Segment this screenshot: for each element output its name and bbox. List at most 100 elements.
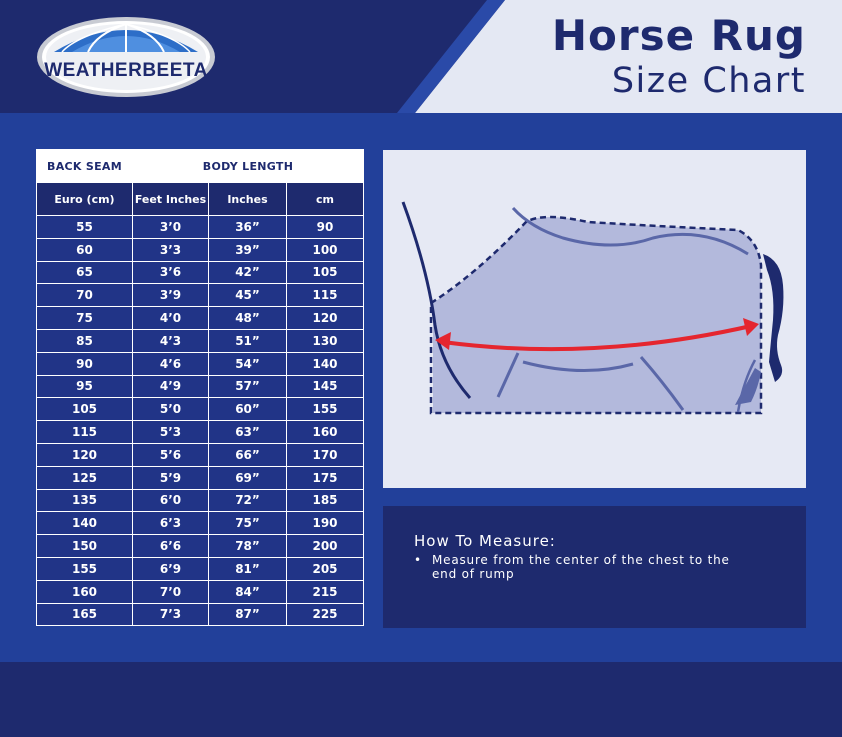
table-row: 55 3’0 36” 90 bbox=[36, 215, 365, 239]
table-cell: 36” bbox=[208, 215, 287, 239]
table-cell: 5’6 bbox=[132, 442, 209, 467]
table-cell: 42” bbox=[208, 260, 287, 285]
table-row: 150 6’6 78” 200 bbox=[36, 534, 365, 558]
table-cell: 5’9 bbox=[132, 465, 209, 490]
table-cell: 60 bbox=[36, 237, 133, 262]
table-cell: 6’6 bbox=[132, 534, 209, 558]
table-cell: 6’3 bbox=[132, 511, 209, 536]
table-cell: 75 bbox=[36, 306, 133, 330]
table-cell: 85 bbox=[36, 328, 133, 353]
table-cell: 125 bbox=[36, 465, 133, 490]
table-cell: 4’6 bbox=[132, 351, 209, 376]
table-cell: 140 bbox=[285, 351, 365, 376]
table-cell: 6’9 bbox=[132, 556, 209, 581]
footer-band bbox=[0, 662, 842, 737]
page-title: Horse Rug bbox=[551, 11, 806, 60]
table-cell: 45” bbox=[208, 283, 287, 308]
table-cell: 3’9 bbox=[132, 283, 209, 308]
table-cell: 90 bbox=[36, 351, 133, 376]
table-cell: 160 bbox=[285, 420, 365, 444]
horse-rug-illustration bbox=[401, 201, 784, 415]
column-header-inches: Inches bbox=[208, 182, 287, 216]
table-cell: 205 bbox=[285, 556, 365, 581]
table-row: 120 5’6 66” 170 bbox=[36, 442, 365, 467]
logo-umbrella-icon bbox=[37, 17, 215, 97]
bullet-icon: • bbox=[414, 553, 422, 567]
table-cell: 130 bbox=[285, 328, 365, 353]
table-cell: 5’3 bbox=[132, 420, 209, 444]
table-cell: 69” bbox=[208, 465, 287, 490]
table-cell: 4’9 bbox=[132, 374, 209, 399]
column-header-cm: cm bbox=[285, 182, 365, 216]
table-cell: 6’0 bbox=[132, 488, 209, 513]
column-header-feet-inches: Feet Inches bbox=[132, 182, 209, 216]
table-cell: 7’0 bbox=[132, 579, 209, 604]
table-cell: 84” bbox=[208, 579, 287, 604]
table-row: 165 7’3 87” 225 bbox=[36, 602, 365, 627]
horse-tail bbox=[763, 254, 784, 382]
table-cell: 120 bbox=[36, 442, 133, 467]
table-cell: 115 bbox=[285, 283, 365, 308]
table-cell: 39” bbox=[208, 237, 287, 262]
table-cell: 165 bbox=[36, 602, 133, 627]
table-cell: 120 bbox=[285, 306, 365, 330]
table-cell: 190 bbox=[285, 511, 365, 536]
table-cell: 4’0 bbox=[132, 306, 209, 330]
table-cell: 72” bbox=[208, 488, 287, 513]
table-cell: 81” bbox=[208, 556, 287, 581]
table-cell: 200 bbox=[285, 534, 365, 558]
table-row: 140 6’3 75” 190 bbox=[36, 511, 365, 536]
table-group-header-row: BACK SEAM BODY LENGTH bbox=[36, 149, 365, 183]
table-cell: 90 bbox=[285, 215, 365, 239]
measure-instruction-text: Measure from the center of the chest to … bbox=[432, 553, 730, 581]
how-to-measure-panel: How To Measure: • Measure from the cente… bbox=[383, 506, 806, 628]
table-cell: 155 bbox=[36, 556, 133, 581]
table-cell: 63” bbox=[208, 420, 287, 444]
arrow-head-right bbox=[743, 318, 759, 336]
table-row: 95 4’9 57” 145 bbox=[36, 374, 365, 399]
horse-chest-line bbox=[401, 201, 472, 399]
table-cell: 66” bbox=[208, 442, 287, 467]
table-row: 155 6’9 81” 205 bbox=[36, 556, 365, 581]
table-cell: 60” bbox=[208, 397, 287, 422]
table-cell: 3’0 bbox=[132, 215, 209, 239]
table-row: 70 3’9 45” 115 bbox=[36, 283, 365, 308]
arrow-head-left bbox=[435, 332, 451, 350]
table-row: 65 3’6 42” 105 bbox=[36, 260, 365, 285]
body-length-header: BODY LENGTH bbox=[131, 149, 365, 183]
measure-instruction: • Measure from the center of the chest t… bbox=[414, 553, 744, 581]
table-column-header-row: Euro (cm) Feet Inches Inches cm bbox=[36, 182, 365, 216]
table-cell: 150 bbox=[36, 534, 133, 558]
table-cell: 54” bbox=[208, 351, 287, 376]
table-cell: 140 bbox=[36, 511, 133, 536]
header-background-shape bbox=[397, 0, 842, 113]
table-cell: 225 bbox=[285, 602, 365, 627]
table-row: 160 7’0 84” 215 bbox=[36, 579, 365, 604]
horse-back-line bbox=[511, 206, 749, 256]
how-to-measure-title: How To Measure: bbox=[414, 532, 556, 550]
table-row: 85 4’3 51” 130 bbox=[36, 328, 365, 353]
table-cell: 160 bbox=[36, 579, 133, 604]
table-cell: 95 bbox=[36, 374, 133, 399]
header: WEATHERBEETA Horse Rug Size Chart bbox=[0, 0, 842, 113]
table-cell: 175 bbox=[285, 465, 365, 490]
back-seam-header: BACK SEAM bbox=[36, 149, 133, 183]
table-row: 90 4’6 54” 140 bbox=[36, 351, 365, 376]
table-cell: 3’6 bbox=[132, 260, 209, 285]
table-cell: 57” bbox=[208, 374, 287, 399]
table-cell: 65 bbox=[36, 260, 133, 285]
table-row: 105 5’0 60” 155 bbox=[36, 397, 365, 422]
table-cell: 145 bbox=[285, 374, 365, 399]
table-cell: 155 bbox=[285, 397, 365, 422]
table-cell: 3’3 bbox=[132, 237, 209, 262]
table-cell: 215 bbox=[285, 579, 365, 604]
measurement-arrow bbox=[442, 324, 752, 352]
table-cell: 185 bbox=[285, 488, 365, 513]
title-block: Horse Rug Size Chart bbox=[552, 12, 806, 102]
table-cell: 115 bbox=[36, 420, 133, 444]
table-row: 135 6’0 72” 185 bbox=[36, 488, 365, 513]
column-header-euro: Euro (cm) bbox=[36, 182, 133, 216]
table-body: 55 3’0 36” 90 60 3’3 39” 100 65 3’6 42” 105 70 3’9 45”… bbox=[36, 215, 365, 627]
table-cell: 5’0 bbox=[132, 397, 209, 422]
logo-text: WEATHERBEETA bbox=[44, 60, 208, 81]
